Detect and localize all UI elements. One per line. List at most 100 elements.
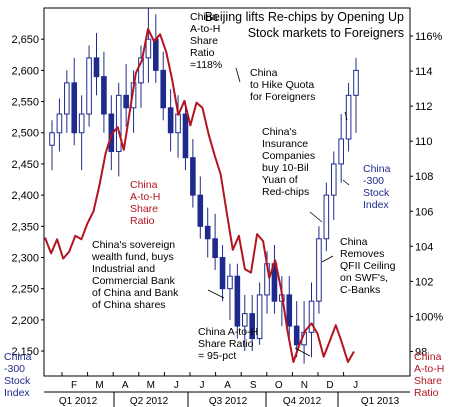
annotation-line: A-to-H: [130, 191, 160, 203]
candle-up: [241, 313, 248, 327]
left-axis-label-line: -300: [4, 363, 25, 375]
annotation-pointer: [321, 255, 334, 263]
right-tick-label: 100%: [415, 311, 443, 323]
annotation-line: of China shares: [92, 299, 166, 311]
annotation-line: buy 10-Bil: [262, 162, 309, 174]
candle-up: [56, 113, 63, 134]
left-tick-label: 2,150: [11, 346, 39, 358]
quarter-label: Q2 2012: [130, 396, 169, 407]
ratio-line: [44, 28, 355, 363]
month-label: S: [250, 380, 257, 391]
left-tick-label: 2,650: [11, 34, 39, 46]
candle-down: [197, 194, 204, 227]
candle-down: [212, 238, 218, 258]
annotation-line: Industrial and: [92, 263, 155, 275]
month-label: J: [353, 380, 358, 391]
annotation-line: China: [190, 11, 218, 23]
annotation-line: = 95-pct: [198, 350, 236, 362]
left-axis-label-line: Stock: [4, 375, 31, 387]
candle-up: [49, 132, 55, 146]
candle-up: [227, 275, 233, 290]
candle-down: [123, 94, 129, 109]
annotation-line: China A-to-H: [198, 326, 258, 338]
chart-title: Stock markets to Foreigners: [248, 26, 404, 40]
right-tick-label: 110: [415, 136, 433, 148]
annotation-line: QFII Ceiling: [340, 260, 396, 272]
annotation-line: Share Ratio: [198, 338, 254, 350]
annotation-line: Index: [363, 199, 389, 211]
month-label: M: [95, 380, 103, 391]
candle-down: [190, 157, 196, 196]
candle-up: [330, 163, 337, 196]
candle-up: [115, 94, 122, 152]
candle-down: [219, 256, 226, 290]
month-label: D: [326, 380, 333, 391]
quarter-label: Q3 2012: [209, 396, 248, 407]
right-tick-label: 104: [415, 241, 433, 253]
candle-up: [345, 94, 352, 140]
month-label: J: [174, 380, 179, 391]
candle-up: [138, 57, 144, 84]
annotation-pointer: [344, 111, 348, 121]
right-tick-label: 106: [415, 206, 433, 218]
candle-down: [286, 294, 293, 327]
candle-up: [353, 69, 359, 96]
annotation-line: China's: [262, 126, 297, 138]
candle-down: [101, 76, 107, 115]
month-label: O: [275, 380, 283, 391]
annotation-line: Stock: [363, 187, 390, 199]
annotation-pointer: [207, 289, 225, 299]
month-label: A: [224, 380, 231, 391]
candle-down: [293, 325, 300, 346]
annotation-line: Companies: [262, 150, 315, 162]
plot-frame: [43, 7, 411, 377]
annotation-line: China: [130, 179, 158, 191]
left-tick-label: 2,500: [11, 128, 39, 140]
annotation-line: China: [250, 67, 278, 79]
annotation-line: Yuan of: [262, 174, 298, 186]
annotation-pointer: [342, 179, 350, 186]
right-axis-label-line: Ratio: [414, 387, 439, 399]
candle-down: [153, 38, 159, 71]
annotation-line: Red-chips: [262, 186, 309, 198]
candle-down: [71, 82, 78, 134]
annotation-line: =118%: [190, 59, 222, 71]
candle-down: [249, 313, 255, 340]
annotation-line: on SWF's,: [340, 272, 388, 284]
left-tick-label: 2,200: [11, 315, 39, 327]
candle-up: [86, 57, 92, 115]
candle-down: [160, 69, 167, 109]
annotation-pointer: [309, 211, 323, 223]
annotation-line: -300: [363, 175, 384, 187]
annotation-pointer: [235, 67, 241, 83]
candle-down: [93, 57, 100, 78]
quarter-label: Q1 2013: [361, 396, 400, 407]
candle-up: [64, 82, 70, 115]
candle-up: [145, 38, 152, 59]
month-label: A: [122, 380, 129, 391]
candle-up: [256, 294, 263, 340]
annotation-line: Commercial Bank: [92, 275, 176, 287]
chart-title: Beijing lifts Re-chips by Opening Up: [205, 10, 404, 24]
left-tick-label: 2,250: [11, 284, 39, 296]
quarter-label: Q4 2012: [283, 396, 322, 407]
candle-up: [175, 113, 181, 134]
right-axis-label-line: China: [414, 351, 442, 363]
annotation-line: China: [340, 236, 368, 248]
left-axis-label-line: China: [4, 351, 32, 363]
candle-down: [204, 225, 211, 240]
month-label: F: [71, 380, 77, 391]
candle-down: [182, 113, 189, 159]
annotation-line: Ratio: [130, 215, 155, 227]
right-tick-label: 108: [415, 171, 433, 183]
candle-up: [323, 194, 330, 240]
left-tick-label: 2,400: [11, 190, 39, 202]
month-label: M: [147, 380, 155, 391]
left-tick-label: 2,300: [11, 252, 39, 264]
left-axis-label-line: Index: [4, 387, 30, 399]
annotation-line: Ratio: [190, 47, 215, 59]
left-tick-label: 2,600: [11, 65, 39, 77]
annotation-line: Insurance: [262, 138, 308, 150]
annotation-line: of China and Bank: [92, 287, 179, 299]
